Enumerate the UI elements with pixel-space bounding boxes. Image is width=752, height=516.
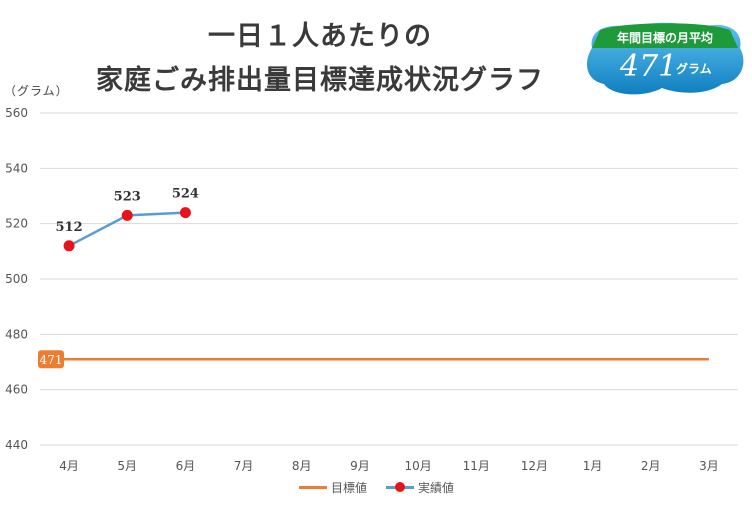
chart-title-line1: 一日１人あたりの [208,21,432,52]
x-tick-label: 8月 [292,459,312,473]
legend-item-target: 目標値 [299,479,367,496]
x-tick-label: 4月 [59,459,79,473]
legend-target-label: 目標値 [331,481,368,495]
x-tick-label: 11月 [463,459,490,473]
y-axis-unit-label: （グラム） [4,84,69,98]
x-tick-label: 7月 [234,459,254,473]
x-tick-label: 6月 [176,459,196,473]
x-tick-label: 10月 [404,459,431,473]
x-tick-label: 5月 [117,459,137,473]
target-start-label-bg [38,350,64,369]
x-tick-label: 12月 [521,459,548,473]
y-tick-label: 480 [5,327,28,341]
legend-actual-marker [395,482,405,492]
y-tick-label: 560 [5,106,28,120]
y-tick-label: 460 [5,383,28,397]
annual-target-badge: 年間目標の月平均 471 グラム [582,18,748,100]
x-tick-label: 3月 [699,459,719,473]
legend-target-swatch [299,486,327,489]
x-tick-label: 1月 [583,459,603,473]
target-start-label: 471 [40,353,63,367]
chart-title-line2: 家庭ごみ排出量目標達成状況グラフ [96,65,544,96]
actual-marker [121,209,133,221]
x-tick-label: 9月 [350,459,370,473]
badge-cloud-shape [587,22,744,95]
badge-unit: グラム [676,62,712,76]
x-tick-label: 2月 [641,459,661,473]
legend-actual-label: 実績値 [418,481,455,495]
y-tick-label: 520 [5,217,28,231]
chart-legend: 目標値 実績値 [0,479,752,497]
actual-data-label: 523 [114,189,141,204]
badge-title: 年間目標の月平均 [616,31,713,45]
y-tick-label: 540 [5,161,28,175]
actual-marker [63,240,75,252]
legend-actual-swatch [386,482,414,492]
badge-value: 471 [620,49,678,84]
legend-item-actual: 実績値 [386,479,454,496]
y-tick-label: 440 [5,438,28,452]
actual-data-label: 524 [172,187,199,202]
actual-data-label: 512 [56,220,83,235]
y-tick-label: 500 [5,272,28,286]
actual-marker [179,207,191,219]
